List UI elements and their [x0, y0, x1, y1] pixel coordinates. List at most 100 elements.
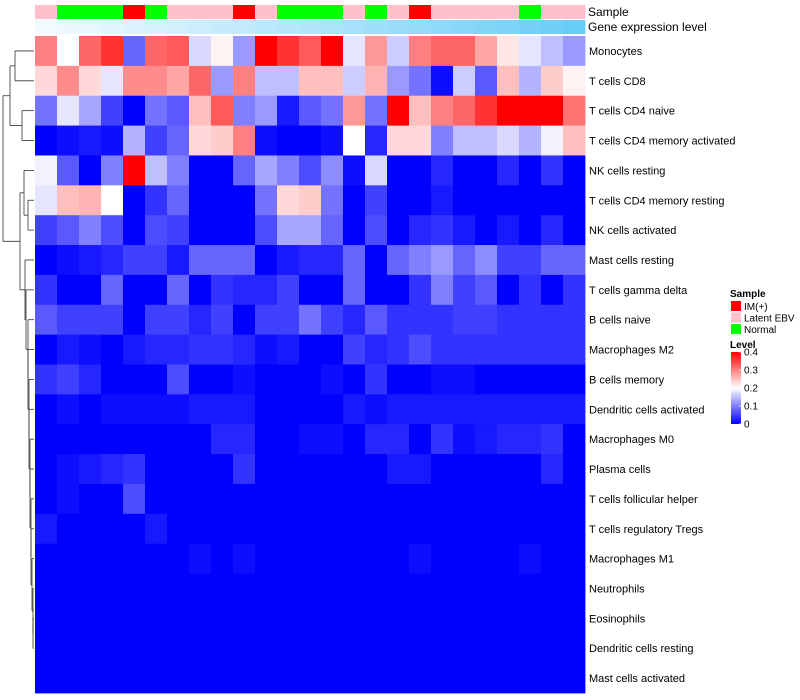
heatmap-cell — [541, 394, 564, 425]
heatmap-cell — [167, 603, 190, 634]
heatmap-cell — [453, 334, 476, 365]
heatmap-cell — [563, 364, 586, 395]
heatmap-cell — [299, 155, 322, 186]
heatmap-cell — [101, 334, 124, 365]
heatmap-cell — [431, 304, 454, 336]
heatmap-cell — [343, 334, 366, 365]
gene-expression-track-label: Gene expression level — [588, 20, 707, 34]
row-label: Plasma cells — [589, 464, 651, 476]
heatmap-cell — [387, 274, 410, 306]
heatmap-cell — [145, 663, 168, 694]
heatmap-cell — [541, 364, 564, 395]
heatmap-cell — [299, 513, 322, 545]
heatmap-cell — [277, 454, 300, 485]
gene-expression-annotation-cell — [101, 20, 124, 34]
heatmap-cell — [233, 245, 256, 276]
heatmap-cell — [409, 603, 432, 634]
heatmap-cell — [79, 304, 102, 336]
sample-annotation-cell — [167, 5, 190, 19]
heatmap-cell — [475, 215, 498, 246]
sample-annotation-cell — [387, 5, 410, 19]
heatmap-cell — [57, 424, 80, 455]
heatmap-cell — [123, 215, 146, 246]
heatmap-cell — [321, 155, 344, 186]
heatmap-cell — [541, 483, 564, 515]
heatmap-cell — [277, 543, 300, 574]
heatmap-cell — [387, 394, 410, 425]
heatmap-cell — [79, 394, 102, 425]
row-label: NK cells resting — [589, 165, 665, 177]
heatmap-cell — [387, 304, 410, 336]
heatmap-cell — [387, 573, 410, 604]
heatmap-cell — [211, 543, 234, 574]
sample-annotation-cell — [343, 5, 366, 19]
heatmap-cell — [563, 245, 586, 276]
heatmap-cell — [343, 663, 366, 694]
heatmap-cell — [497, 36, 520, 67]
heatmap-cell — [57, 364, 80, 395]
heatmap-cell — [299, 125, 322, 156]
heatmap-cell — [123, 65, 146, 97]
heatmap-cell — [497, 364, 520, 395]
heatmap-cell — [475, 155, 498, 186]
row-label: B cells memory — [589, 374, 665, 386]
heatmap-cell — [145, 424, 168, 455]
heatmap-cell — [255, 483, 278, 515]
heatmap-cell — [79, 185, 102, 216]
heatmap-cell — [387, 215, 410, 246]
heatmap-cell — [541, 245, 564, 276]
legend-sample-label: IM(+) — [744, 302, 768, 313]
heatmap-cell — [497, 573, 520, 604]
sample-annotation-cell — [541, 5, 564, 19]
heatmap-cell — [431, 483, 454, 515]
heatmap-cell — [343, 424, 366, 455]
heatmap-cell — [343, 513, 366, 545]
heatmap-cell — [475, 304, 498, 336]
heatmap-cell — [343, 125, 366, 156]
legend-level-colorbar — [731, 352, 741, 424]
heatmap-cell — [211, 483, 234, 515]
heatmap-cell — [255, 424, 278, 455]
heatmap-cell — [233, 304, 256, 336]
heatmap-cell — [35, 65, 58, 97]
heatmap-cell — [409, 334, 432, 365]
row-labels: Monocytes T cells CD8 T cells CD4 naive T c… — [589, 46, 736, 685]
heatmap-cell — [255, 543, 278, 574]
heatmap-cell — [431, 543, 454, 574]
heatmap-cell — [453, 603, 476, 634]
heatmap-cell — [299, 543, 322, 574]
heatmap-cell — [255, 36, 278, 67]
heatmap-cell — [255, 274, 278, 306]
row-label: Neutrophils — [589, 583, 645, 595]
heatmap-cell — [453, 364, 476, 395]
heatmap-cell — [123, 513, 146, 545]
heatmap-cell — [167, 95, 190, 126]
heatmap-cell — [541, 454, 564, 485]
heatmap-cell — [167, 125, 190, 156]
heatmap-cell — [79, 36, 102, 67]
heatmap-cell — [57, 663, 80, 694]
heatmap-cell — [101, 65, 124, 97]
row-label: Macrophages M0 — [589, 434, 674, 446]
row-dendrogram — [2, 50, 34, 649]
heatmap-cell — [519, 95, 542, 126]
heatmap-cell — [409, 155, 432, 186]
heatmap-cell — [299, 573, 322, 604]
heatmap-cell — [145, 573, 168, 604]
heatmap-cell — [365, 125, 388, 156]
heatmap-cell — [453, 215, 476, 246]
heatmap-cell — [563, 663, 586, 694]
row-label: T cells CD4 memory activated — [589, 136, 736, 148]
heatmap-cell — [57, 215, 80, 246]
heatmap-cell — [211, 304, 234, 336]
heatmap-cell — [189, 513, 212, 545]
heatmap-cell — [35, 424, 58, 455]
heatmap-cell — [387, 185, 410, 216]
heatmap-cell — [123, 274, 146, 306]
heatmap-cell — [541, 573, 564, 604]
heatmap-cell — [79, 245, 102, 276]
heatmap-cell — [211, 245, 234, 276]
heatmap-cell — [79, 483, 102, 515]
sample-annotation-cell — [519, 5, 542, 19]
heatmap-cell — [233, 215, 256, 246]
